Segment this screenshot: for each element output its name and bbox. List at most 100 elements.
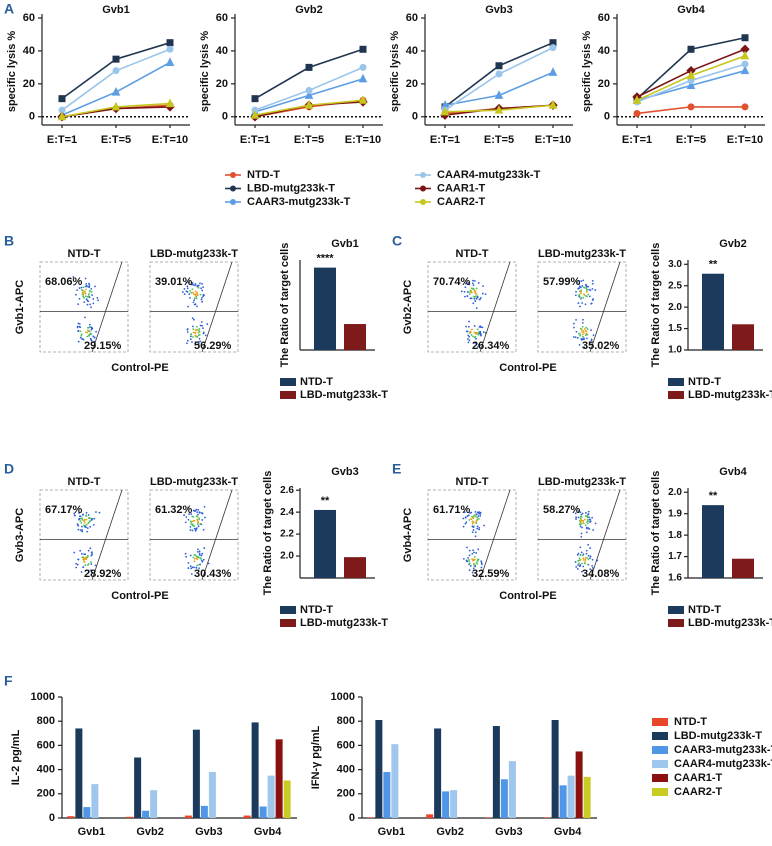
flow-dot [469, 512, 472, 514]
flow-dot [185, 516, 188, 518]
flow-dot [472, 295, 475, 298]
flow-dot [92, 335, 95, 338]
flow-dot [82, 295, 85, 298]
y-tick-label: 0 [222, 111, 228, 123]
flow-dot [189, 529, 192, 531]
flow-dot [201, 296, 203, 299]
flow-dot [594, 289, 597, 291]
y-tick-label: 40 [598, 45, 610, 57]
flow-dot [584, 334, 587, 337]
flow-dot [577, 510, 580, 513]
flow-dot [201, 300, 204, 303]
flow-dot [198, 567, 201, 570]
flow-dot [75, 566, 78, 569]
flow-dot [189, 565, 192, 568]
flow-title: LBD-mutg233k-T [538, 248, 626, 260]
flow-dot [480, 334, 482, 337]
flow-dot [586, 288, 588, 291]
flow-dot [577, 564, 579, 566]
flow-dot [197, 548, 199, 551]
flow-dot [197, 523, 199, 526]
flow-dot [580, 535, 583, 538]
lower-percent: 34.08% [582, 568, 620, 580]
flow-dot [88, 330, 91, 333]
flow-dot [581, 331, 583, 333]
y-tick-label: 0 [49, 812, 55, 824]
x-tick-label: Gvb1 [378, 826, 406, 838]
x-tick-label: E:T=5 [294, 134, 324, 146]
bar [150, 790, 158, 818]
x-tick-label: E:T=10 [727, 134, 763, 146]
flow-dot [471, 328, 473, 331]
flow-dot [83, 558, 86, 561]
flow-dot [475, 519, 478, 522]
flow-dot [188, 513, 191, 516]
flow-dot [585, 531, 588, 534]
flow-dot [471, 558, 473, 560]
flow-dot [92, 298, 95, 300]
legend-swatch [280, 391, 296, 399]
x-tick-label: Gvb4 [254, 826, 282, 838]
flow-dot [476, 328, 479, 331]
flow-dot [196, 550, 199, 553]
flow-dot [582, 318, 584, 321]
flow-dot [190, 513, 193, 515]
flow-dot [585, 332, 588, 335]
flow-dot [189, 338, 192, 341]
flow-dot [90, 569, 92, 572]
flow-dot [589, 555, 592, 558]
flow-dot [80, 522, 83, 524]
flow-dot [579, 515, 582, 518]
flow-dot [582, 522, 585, 525]
legend-label: LBD-mutg233k-T [688, 389, 772, 401]
bar-title: Gvb3 [331, 466, 359, 478]
bar [83, 807, 91, 818]
flow-dot [88, 290, 91, 293]
y-tick-label: 200 [337, 788, 355, 800]
flow-dot [577, 302, 580, 304]
flow-dot [472, 562, 475, 565]
flow-frame [427, 261, 517, 353]
flow-dot [473, 325, 476, 327]
subplot-title: Gvb1 [102, 4, 130, 16]
flow-dot [201, 289, 204, 292]
legend-label: LBD-mutg233k-T [300, 617, 388, 629]
flow-dot [88, 335, 90, 337]
legend-label: NTD-T [300, 604, 333, 616]
flow-dot [473, 279, 476, 282]
flow-dot [202, 528, 205, 531]
flow-dot [85, 295, 87, 298]
flow-dot [186, 285, 189, 288]
significance: ** [321, 495, 330, 507]
flow-dot [80, 552, 83, 555]
flow-dot [206, 323, 209, 325]
flow-dot [471, 552, 474, 555]
flow-dot [89, 547, 92, 550]
flow-dot [585, 294, 587, 297]
flow-dot [196, 555, 199, 558]
flow-dot [90, 291, 93, 293]
flow-dot [474, 556, 476, 558]
flow-dot [88, 293, 90, 295]
flow-dot [186, 328, 189, 330]
y-tick-label: 1.9 [668, 508, 682, 519]
x-tick-label: Gvb1 [78, 826, 106, 838]
flow-dot [471, 522, 474, 525]
gate-line [589, 261, 621, 353]
flow-dot [479, 296, 482, 299]
flow-dot [578, 282, 581, 285]
flow-y-label: Gvb1-APC [14, 280, 26, 334]
flow-dot [194, 283, 197, 285]
flow-dot [190, 573, 193, 575]
bar [314, 267, 336, 350]
bar [275, 739, 283, 818]
bar [500, 779, 508, 818]
upper-percent: 70.74% [433, 276, 471, 288]
flow-dot [91, 518, 94, 521]
flow-dot [471, 520, 474, 523]
flow-dot [190, 283, 193, 286]
flow-dot [579, 305, 581, 308]
flow-dot [462, 557, 465, 560]
y-tick-label: 40 [23, 45, 35, 57]
flow-dot [587, 510, 590, 513]
